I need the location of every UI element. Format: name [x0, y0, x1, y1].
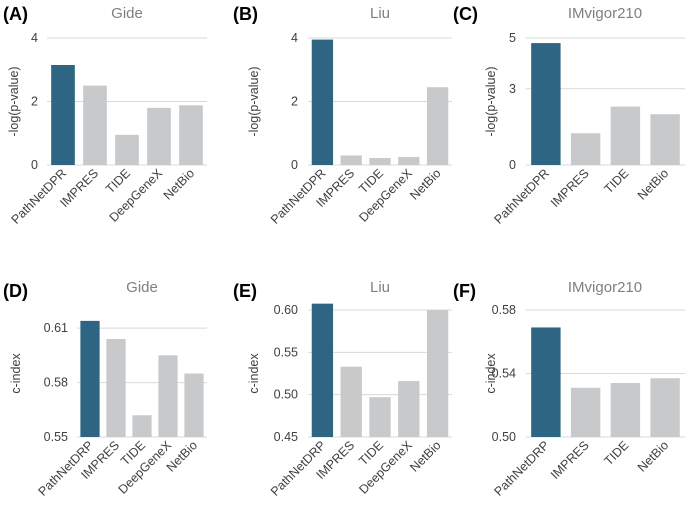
bar-pathnetdpr [51, 64, 75, 165]
y-axis-label: c-index [9, 353, 23, 394]
chart-panel-e: (E) Liuc-index0.450.500.550.60PathNetDRPI… [233, 279, 452, 499]
bar-deepgenex [398, 157, 420, 165]
bar-tide [610, 383, 641, 437]
bar-impres [83, 85, 107, 165]
panel-letter: (C) [453, 4, 478, 24]
bar-deepgenex [398, 381, 420, 437]
bar-deepgenex [147, 107, 171, 165]
chart-title: Gide [111, 5, 143, 22]
y-tick-label: 2 [291, 95, 298, 109]
panel-letter: (D) [3, 281, 28, 301]
x-tick-label: IMPRES [548, 166, 592, 210]
x-tick-label: NetBio [161, 166, 197, 202]
chart-title: IMvigor210 [568, 279, 642, 296]
y-tick-label: 0.50 [492, 430, 516, 444]
y-tick-label: 0.60 [274, 303, 298, 317]
bar-impres [570, 133, 601, 165]
y-tick-label: 0.61 [44, 321, 68, 335]
y-axis-label: c-index [247, 353, 261, 394]
bar-netbio [650, 378, 680, 437]
y-tick-label: 0.55 [44, 430, 68, 444]
y-tick-label: 0.58 [44, 376, 68, 390]
bar-deepgenex [158, 355, 178, 437]
x-tick-label: NetBio [635, 166, 671, 202]
chart-title: Liu [370, 279, 390, 296]
y-tick-label: 0.55 [274, 345, 298, 359]
bar-netbio [426, 310, 449, 437]
bar-pathnetdpr [531, 43, 561, 165]
bar-tide [115, 134, 139, 165]
bar-netbio [426, 87, 449, 165]
chart-title: Liu [370, 5, 390, 22]
chart-title: IMvigor210 [568, 5, 642, 22]
y-tick-label: 0.50 [274, 388, 298, 402]
panel-letter: (B) [233, 4, 258, 24]
x-tick-label: PathNetDPR [491, 166, 552, 227]
x-tick-label: TIDE [601, 166, 631, 196]
y-tick-label: 0 [509, 158, 516, 172]
y-axis-label: -log(p-value) [7, 66, 21, 136]
y-tick-label: 5 [509, 31, 516, 45]
bar-netbio [650, 114, 680, 165]
chart-panel-c: (C) IMvigor210 -log(p-value) 0 3 5 PathNetDPRI… [453, 4, 685, 227]
panel-letter: (A) [3, 4, 28, 24]
bar-impres [570, 387, 601, 437]
y-tick-label: 4 [291, 31, 298, 45]
y-tick-label: 3 [509, 82, 516, 96]
bar-netbio [179, 105, 203, 165]
x-tick-label: NetBio [635, 438, 671, 474]
y-axis-label: c-index [484, 353, 498, 394]
x-tick-label: TIDE [601, 438, 631, 468]
y-axis-label: -log(p-value) [247, 66, 261, 136]
y-tick-label: 0.45 [274, 430, 298, 444]
panel-letter: (F) [453, 281, 476, 301]
chart-panel-d: (D) Gidec-index0.550.580.61PathNetDRPIMPR… [3, 279, 207, 499]
x-tick-label: NetBio [407, 166, 443, 202]
bar-tide [369, 158, 391, 165]
bar-pathnetdrp [531, 327, 561, 437]
y-tick-label: 0 [31, 158, 38, 172]
y-tick-label: 2 [31, 95, 38, 109]
chart-panel-f: (F) IMvigor210 c-index 0.50 0.54 0.58 PathNetD… [453, 279, 685, 499]
bar-tide [610, 106, 641, 165]
bar-impres [106, 339, 126, 437]
chart-panel-b: (B) Liu-log(p-value)024PathNetDPRIMPRESTI… [233, 4, 452, 227]
y-axis-label: -log(p-value) [484, 66, 498, 136]
y-tick-label: 0.54 [492, 367, 516, 381]
bar-pathnetdpr [311, 39, 334, 165]
chart-title: Gide [126, 279, 158, 296]
bar-tide [369, 397, 391, 437]
x-tick-label: PathNetDRP [491, 438, 552, 499]
bar-tide [132, 415, 152, 437]
y-tick-label: 4 [31, 31, 38, 45]
bar-impres [340, 155, 362, 165]
bar-impres [340, 366, 362, 437]
bar-pathnetdrp [80, 320, 100, 437]
y-tick-label: 0.58 [492, 303, 516, 317]
bar-netbio [184, 373, 204, 437]
panel-letter: (E) [233, 281, 257, 301]
x-tick-label: NetBio [407, 438, 443, 474]
x-tick-label: IMPRES [548, 438, 592, 482]
bar-pathnetdrp [311, 303, 334, 437]
y-tick-label: 0 [291, 158, 298, 172]
